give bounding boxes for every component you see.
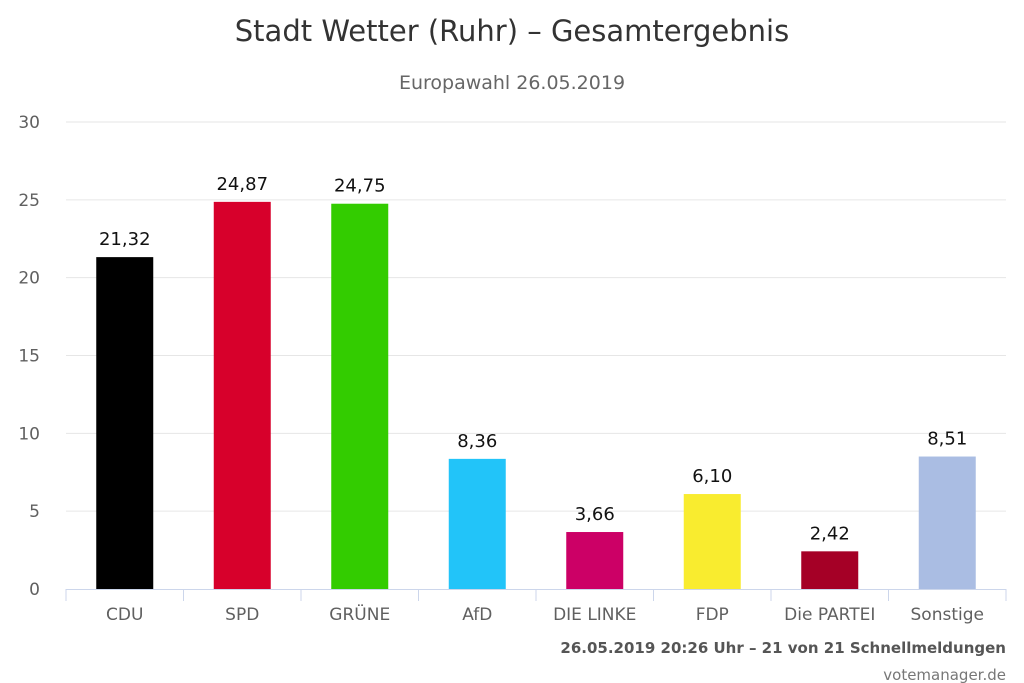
bar[interactable] — [918, 456, 976, 589]
gridlines — [66, 121, 1006, 512]
x-axis: CDU SPD GRÜNE AfD DIE LINKE FDP Die PARTEI Sons… — [65, 589, 1007, 625]
bar[interactable] — [566, 532, 624, 589]
x-tick-label: CDU — [106, 605, 143, 625]
y-tick-label: 5 — [29, 502, 40, 522]
x-tick-label: SPD — [225, 605, 259, 625]
x-tick-label: GRÜNE — [329, 603, 390, 625]
y-tick-label: 25 — [18, 191, 40, 211]
bar[interactable] — [683, 494, 741, 589]
data-label: 21,32 — [99, 229, 151, 250]
bars — [96, 201, 976, 589]
bar[interactable] — [801, 551, 859, 589]
data-label: 6,10 — [692, 466, 732, 487]
data-label: 24,75 — [334, 176, 386, 197]
x-tick-label: DIE LINKE — [553, 605, 636, 625]
data-label: 3,66 — [575, 504, 615, 525]
bar[interactable] — [213, 201, 271, 589]
y-tick-label: 0 — [29, 580, 40, 600]
chart-subtitle: Europawahl 26.05.2019 — [399, 72, 625, 94]
chart-title: Stadt Wetter (Ruhr) – Gesamtergebnis — [235, 14, 789, 48]
y-axis: 0 5 10 15 20 25 30 — [18, 113, 40, 600]
x-tick-label: Sonstige — [911, 605, 984, 625]
data-labels: 21,32 24,87 24,75 8,36 3,66 6,10 2,42 8,51 — [99, 174, 967, 544]
bar[interactable] — [448, 458, 506, 589]
data-label: 8,51 — [927, 429, 967, 450]
status-credit: 26.05.2019 20:26 Uhr – 21 von 21 Schnell… — [560, 639, 1006, 657]
source-credit[interactable]: votemanager.de — [883, 666, 1006, 683]
y-tick-label: 30 — [18, 113, 40, 133]
y-tick-label: 10 — [18, 424, 40, 444]
x-tick-label: FDP — [696, 605, 729, 625]
x-tick-label: Die PARTEI — [784, 605, 875, 625]
data-label: 2,42 — [810, 523, 850, 544]
bar[interactable] — [331, 203, 389, 589]
y-tick-label: 20 — [18, 269, 40, 289]
x-tick-label: AfD — [462, 605, 492, 625]
bar[interactable] — [96, 257, 154, 589]
data-label: 8,36 — [457, 431, 497, 452]
data-label: 24,87 — [216, 174, 268, 195]
y-tick-label: 15 — [18, 347, 40, 367]
